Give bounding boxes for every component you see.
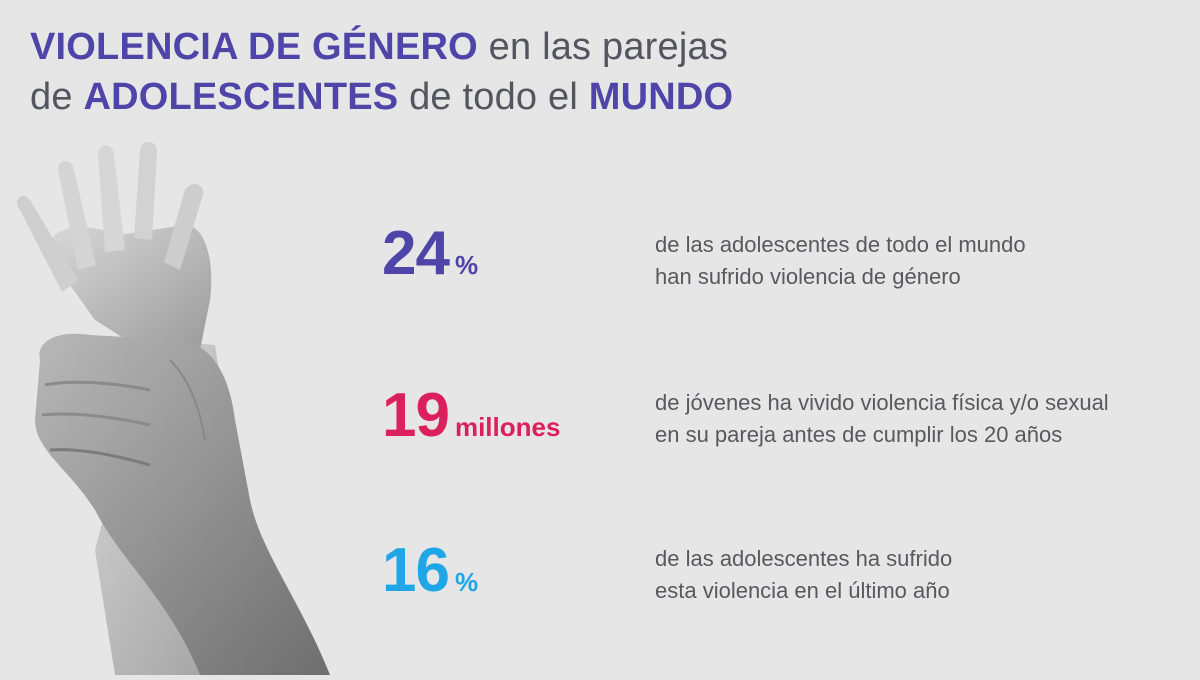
page-title: VIOLENCIA DE GÉNERO en las parejas de AD… <box>30 22 733 122</box>
description-line: de las adolescentes de todo el mundo <box>655 232 1026 257</box>
stat-description: de las adolescentes de todo el mundo han… <box>655 229 1026 293</box>
title-text-2: de <box>30 76 84 118</box>
stat-number: 24 <box>382 219 450 288</box>
stat-unit: millones <box>454 412 561 442</box>
stat-unit: % <box>454 567 479 597</box>
stat-19-millones: 19 millones <box>382 380 560 451</box>
title-highlight-teens: ADOLESCENTES <box>83 76 399 118</box>
title-text-3: de todo el <box>398 76 589 118</box>
description-line: en su pareja antes de cumplir los 20 año… <box>655 422 1063 447</box>
description-line: esta violencia en el último año <box>655 578 950 603</box>
description-line: de jóvenes ha vivido violencia física y/… <box>655 390 1109 415</box>
title-highlight-violence: VIOLENCIA DE GÉNERO <box>30 26 478 68</box>
stat-number: 19 <box>382 381 450 450</box>
stat-16-percent: 16 % <box>382 535 478 606</box>
title-line-1: VIOLENCIA DE GÉNERO en las parejas <box>30 22 733 72</box>
stat-description: de jóvenes ha vivido violencia física y/… <box>655 387 1109 451</box>
title-line-2: de ADOLESCENTES de todo el MUNDO <box>30 72 733 122</box>
description-line: de las adolescentes ha sufrido <box>655 546 953 571</box>
stat-description: de las adolescentes ha sufrido esta viol… <box>655 543 952 607</box>
description-line: han sufrido violencia de género <box>655 264 961 289</box>
stat-unit: % <box>454 250 479 280</box>
stat-number: 16 <box>382 536 450 605</box>
hand-grabbing-wrist-photo <box>0 130 380 675</box>
title-highlight-world: MUNDO <box>588 76 734 118</box>
title-text-1: en las parejas <box>477 26 729 68</box>
hand-grabbing-wrist-icon <box>17 141 330 675</box>
stat-24-percent: 24 % <box>382 218 478 289</box>
